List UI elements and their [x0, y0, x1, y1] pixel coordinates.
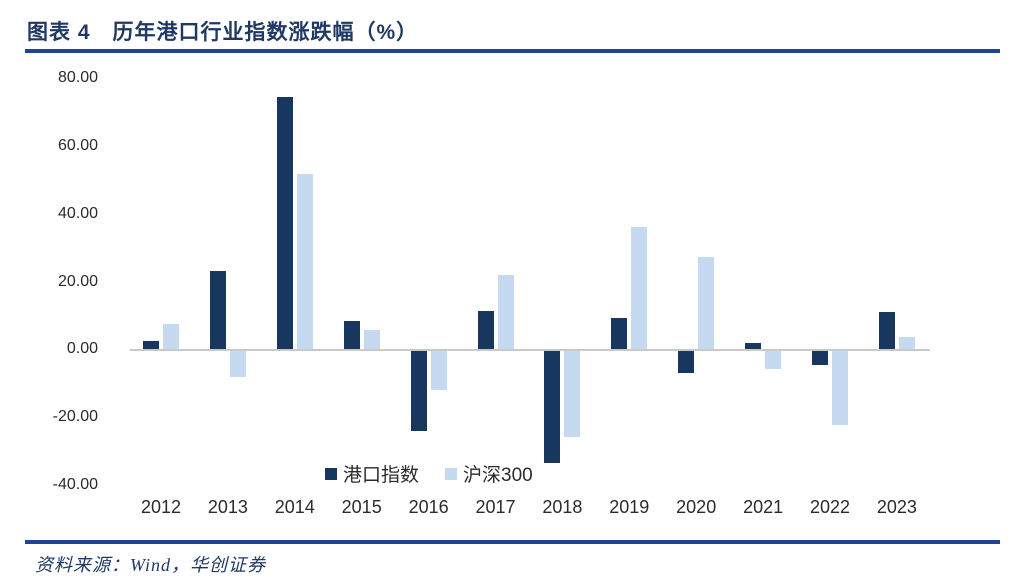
y-tick-label: 40.00	[57, 204, 98, 222]
y-tick-label: 80.00	[57, 69, 98, 86]
bar-2013-csi300	[229, 351, 246, 378]
bar-2017-port-index	[477, 311, 494, 350]
y-tick-label: 60.00	[57, 136, 98, 154]
bar-2015-port-index	[343, 320, 360, 350]
zero-axis-line	[130, 349, 930, 352]
legend-label: 沪深300	[463, 465, 533, 486]
x-tick-label-2022: 2022	[809, 497, 851, 517]
x-tick-label-2012: 2012	[140, 497, 182, 517]
bar-2020-port-index	[678, 351, 695, 374]
bar-2021-port-index	[745, 342, 762, 350]
y-tick-label: -40.00	[52, 476, 98, 493]
bar-2012-port-index	[143, 340, 159, 350]
legend-item-csi300: 沪深300	[445, 460, 533, 487]
x-tick-label-2021: 2021	[743, 497, 784, 517]
x-tick-label-2015: 2015	[341, 497, 382, 517]
bar-2021-csi300	[765, 351, 782, 369]
figure-title: 历年港口行业指数涨跌幅（%）	[112, 21, 419, 44]
x-tick-label-2016: 2016	[408, 497, 449, 517]
bar-2014-port-index	[276, 96, 293, 350]
y-axis-labels: 80.00 60.00 40.00 20.00 0.00 -20.00 -40.00	[0, 69, 98, 493]
x-tick-label-2013: 2013	[207, 497, 248, 517]
bar-2014-csi300	[296, 173, 313, 350]
bar-2022-csi300	[832, 351, 848, 425]
bar-2018-csi300	[564, 351, 581, 438]
bar-2018-port-index	[544, 351, 561, 464]
legend-label: 港口指数	[343, 465, 420, 486]
x-tick-label-2023: 2023	[876, 497, 917, 517]
bar-2016-port-index	[410, 351, 427, 432]
bar-2023-csi300	[898, 337, 915, 350]
x-tick-label-2020: 2020	[676, 497, 717, 517]
y-tick-label: -20.00	[52, 408, 98, 426]
bar-2016-csi300	[430, 351, 447, 390]
y-tick-label: 0.00	[66, 340, 98, 358]
plot-area	[130, 78, 930, 485]
header-rule	[25, 49, 1000, 53]
bar-chart: 80.00 60.00 40.00 20.00 0.00 -20.00 -40.00 201…	[0, 60, 1024, 525]
figure-header: 图表 4 历年港口行业指数涨跌幅（%）	[27, 16, 418, 46]
bar-2023-port-index	[878, 312, 895, 350]
bar-2019-port-index	[611, 318, 628, 350]
bar-2012-csi300	[163, 323, 179, 350]
legend-item-port-index: 港口指数	[325, 460, 419, 487]
bar-2020-csi300	[698, 257, 715, 350]
x-tick-label-2018: 2018	[542, 497, 583, 517]
figure-label: 图表 4	[27, 21, 91, 44]
bar-2013-port-index	[209, 271, 226, 350]
bar-2015-csi300	[363, 330, 380, 350]
chart-legend: 港口指数 沪深300	[325, 460, 533, 487]
y-tick-label: 20.00	[57, 272, 98, 290]
footer-rule	[25, 540, 1000, 544]
x-tick-label-2019: 2019	[609, 497, 650, 517]
source-note: 资料来源：Wind，华创证券	[35, 555, 267, 575]
legend-swatch-icon	[445, 467, 458, 480]
x-axis-labels: 2012 2013 2014 2015 2016 2017 2018 2019 2020 2021…	[130, 497, 930, 523]
x-tick-label-2017: 2017	[475, 497, 516, 517]
bar-2017-csi300	[497, 275, 514, 350]
x-tick-label-2014: 2014	[274, 497, 315, 517]
legend-swatch-icon	[325, 467, 337, 480]
bar-2022-port-index	[812, 351, 828, 365]
bar-2019-csi300	[631, 226, 648, 350]
